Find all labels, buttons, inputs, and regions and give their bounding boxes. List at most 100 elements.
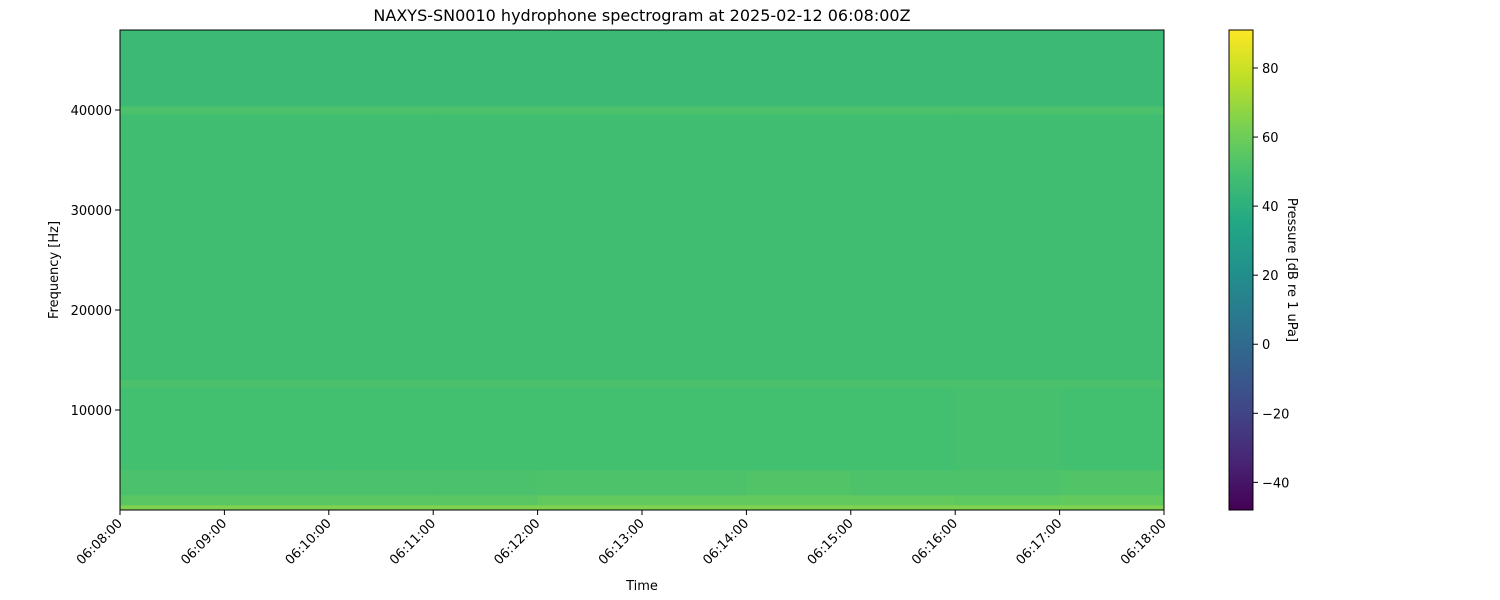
heatmap-cell bbox=[1059, 470, 1165, 496]
heatmap-cell bbox=[537, 106, 643, 115]
heatmap-cell bbox=[537, 495, 643, 506]
heatmap-cell bbox=[746, 30, 852, 107]
y-axis: 10000 20000 30000 40000 bbox=[71, 104, 120, 419]
heatmap-cell bbox=[328, 106, 434, 115]
heatmap-cell bbox=[1059, 505, 1165, 511]
heatmap-cell bbox=[433, 380, 539, 388]
heatmap-cell bbox=[746, 380, 852, 388]
heatmap-cell bbox=[850, 505, 956, 511]
x-tick-label: 06:10:00 bbox=[283, 516, 335, 568]
heatmap-cell bbox=[642, 114, 747, 381]
heatmap-cell bbox=[1059, 380, 1165, 388]
heatmap-cell bbox=[1059, 387, 1165, 471]
heatmap-cell bbox=[120, 387, 225, 471]
x-tick-label: 06:17:00 bbox=[1014, 516, 1066, 568]
heatmap-cell bbox=[642, 505, 747, 511]
heatmap-cell bbox=[328, 470, 434, 496]
heatmap-cell bbox=[1059, 114, 1165, 381]
x-tick-label: 06:15:00 bbox=[805, 516, 857, 568]
chart-title: NAXYS-SN0010 hydrophone spectrogram at 2… bbox=[373, 6, 910, 25]
heatmap-cell bbox=[537, 114, 643, 381]
colorbar-tick-label: −20 bbox=[1262, 407, 1289, 422]
heatmap-cell bbox=[850, 114, 956, 381]
colorbar-label: Pressure [dB re 1 uPa] bbox=[1284, 198, 1299, 342]
heatmap-cell bbox=[746, 495, 852, 506]
heatmap-cell bbox=[328, 495, 434, 506]
heatmap-cell bbox=[642, 387, 747, 471]
heatmap-cell bbox=[224, 380, 330, 388]
x-axis: 06:08:00 06:09:00 06:10:00 06:11:00 06:12:00… bbox=[74, 510, 1170, 568]
heatmap-cell bbox=[955, 387, 1061, 471]
colorbar-tick-label: 0 bbox=[1262, 338, 1270, 353]
heatmap-cell bbox=[224, 114, 330, 381]
y-axis-label: Frequency [Hz] bbox=[47, 221, 62, 319]
colorbar-tick-label: 40 bbox=[1262, 200, 1279, 215]
heatmap-cell bbox=[955, 114, 1061, 381]
heatmap-cell bbox=[642, 495, 747, 506]
colorbar-tick-label: −40 bbox=[1262, 476, 1289, 491]
colorbar-tick-label: 80 bbox=[1262, 62, 1279, 77]
heatmap-cell bbox=[537, 505, 643, 511]
heatmap-cell bbox=[1059, 30, 1165, 107]
colorbar bbox=[1228, 29, 1254, 511]
heatmap-cell bbox=[746, 470, 852, 496]
heatmap-cell bbox=[955, 30, 1061, 107]
heatmap-cell bbox=[850, 30, 956, 107]
heatmap-cells bbox=[120, 30, 1165, 511]
heatmap-cell bbox=[850, 380, 956, 388]
heatmap-cell bbox=[433, 106, 539, 115]
heatmap-cell bbox=[328, 387, 434, 471]
x-axis-label: Time bbox=[625, 579, 658, 594]
colorbar-tick-label: 60 bbox=[1262, 131, 1279, 146]
heatmap-cell bbox=[955, 505, 1061, 511]
heatmap-cell bbox=[955, 106, 1061, 115]
heatmap-cell bbox=[224, 470, 330, 496]
heatmap-cell bbox=[224, 387, 330, 471]
heatmap-cell bbox=[746, 106, 852, 115]
heatmap-cell bbox=[433, 495, 539, 506]
heatmap-cell bbox=[642, 380, 747, 388]
heatmap-cell bbox=[537, 380, 643, 388]
heatmap-cell bbox=[746, 505, 852, 511]
heatmap-cell bbox=[955, 380, 1061, 388]
heatmap-cell bbox=[328, 114, 434, 381]
heatmap-cell bbox=[433, 387, 539, 471]
heatmap-cell bbox=[433, 30, 539, 107]
heatmap-cell bbox=[433, 114, 539, 381]
heatmap-cell bbox=[537, 470, 643, 496]
heatmap-cell bbox=[850, 470, 956, 496]
heatmap-cell bbox=[120, 505, 225, 511]
heatmap-cell bbox=[746, 387, 852, 471]
x-tick-label: 06:18:00 bbox=[1118, 516, 1170, 568]
heatmap-cell bbox=[120, 30, 225, 107]
heatmap-cell bbox=[224, 495, 330, 506]
y-tick-label: 10000 bbox=[71, 404, 112, 419]
heatmap-cell bbox=[328, 30, 434, 107]
heatmap-cell bbox=[850, 387, 956, 471]
heatmap-cell bbox=[120, 114, 225, 381]
heatmap-cell bbox=[537, 387, 643, 471]
heatmap-cell bbox=[1059, 106, 1165, 115]
y-tick-label: 20000 bbox=[71, 304, 112, 319]
heatmap-cell bbox=[642, 470, 747, 496]
heatmap-cell bbox=[746, 114, 852, 381]
heatmap-cell bbox=[120, 106, 225, 115]
heatmap-cell bbox=[224, 30, 330, 107]
heatmap-cell bbox=[955, 495, 1061, 506]
heatmap-cell bbox=[328, 505, 434, 511]
heatmap-cell bbox=[850, 106, 956, 115]
x-tick-label: 06:13:00 bbox=[596, 516, 648, 568]
heatmap-cell bbox=[120, 470, 225, 496]
heatmap-cell bbox=[433, 505, 539, 511]
heatmap-cell bbox=[537, 30, 643, 107]
heatmap-cell bbox=[433, 470, 539, 496]
x-tick-label: 06:12:00 bbox=[492, 516, 544, 568]
x-tick-label: 06:11:00 bbox=[387, 516, 439, 568]
heatmap-cell bbox=[328, 380, 434, 388]
heatmap-cell bbox=[850, 495, 956, 506]
x-tick-label: 06:09:00 bbox=[178, 516, 230, 568]
y-tick-label: 40000 bbox=[71, 104, 112, 119]
heatmap-cell bbox=[120, 495, 225, 506]
heatmap-cell bbox=[224, 106, 330, 115]
